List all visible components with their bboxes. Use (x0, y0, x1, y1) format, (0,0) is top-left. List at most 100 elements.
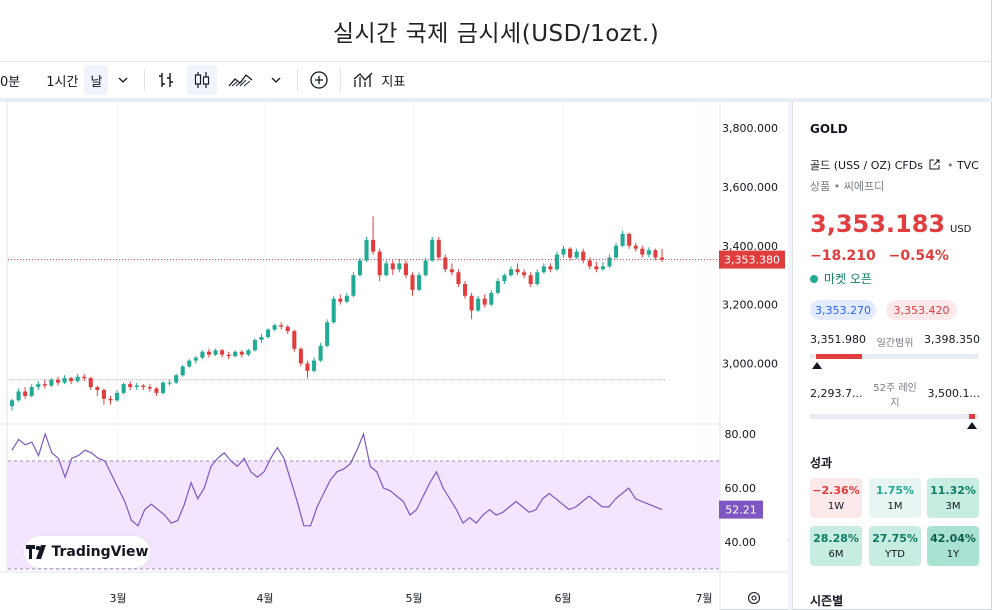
candle-body (174, 375, 179, 383)
indicators-label: 지표 (381, 74, 406, 90)
performance-period: 3M (945, 501, 961, 512)
candle-body (128, 384, 133, 388)
symbol-category: 상품 • 씨에프디 (810, 180, 885, 193)
performance-cell-1y[interactable]: 42.04% 1Y (927, 526, 979, 566)
candle-body (101, 389, 106, 399)
candle-body (325, 322, 330, 346)
candle-body (239, 351, 244, 355)
performance-cell-ytd[interactable]: 27.75% YTD (869, 526, 921, 566)
interval-button-partial[interactable]: 0분 (0, 74, 21, 90)
week52-range-marker-icon (966, 422, 977, 429)
chart-type-dropdown-chevron-icon[interactable] (261, 65, 291, 95)
axis-settings-icon[interactable] (747, 591, 761, 605)
performance-period: 1Y (946, 549, 960, 560)
candle-body (200, 351, 205, 358)
candle-body (88, 378, 93, 388)
candle-body (9, 400, 15, 407)
candle-body (508, 269, 514, 276)
area-chart-type-icon[interactable] (221, 65, 261, 95)
indicators-icon (353, 72, 373, 87)
candle-body (36, 384, 41, 388)
candle-body (167, 382, 172, 384)
candle-body (541, 266, 546, 273)
svg-text:›: › (788, 535, 790, 545)
current-price-label: 3,353.380 (724, 254, 780, 267)
candle-body (23, 391, 28, 396)
interval-button-day[interactable]: 날 (84, 65, 109, 95)
market-open-dot-icon (810, 275, 818, 283)
price-chart[interactable]: 3,800.000 3,600.000 3,400.000 3,200.000 3,00… (0, 102, 788, 610)
candle-body (548, 266, 553, 270)
candle-body (16, 391, 21, 401)
candle-body (495, 281, 500, 293)
performance-period: 1M (887, 501, 903, 512)
candle-body (180, 366, 185, 376)
separator-dot: • (946, 159, 954, 172)
axis-settings-icon-outer (747, 591, 761, 605)
price-change: −18.210 −0.54% (810, 248, 949, 264)
candle-body (292, 331, 297, 349)
candle-chart-type-icon[interactable] (187, 65, 218, 95)
price-tick-label: 3,000.000 (722, 358, 778, 371)
candle-body (213, 350, 218, 355)
symbol-name[interactable]: GOLD (810, 122, 848, 136)
current-price-badge (719, 250, 785, 269)
candle-body (640, 248, 645, 255)
candle-body (233, 351, 238, 357)
candle-body (206, 351, 212, 355)
rsi-tick-label: 40.00 (725, 536, 757, 549)
exchange-name[interactable]: TVC (956, 159, 979, 172)
candle-body (266, 329, 271, 338)
candle-body (377, 251, 382, 276)
candle-body (338, 298, 343, 302)
candle-body (390, 263, 395, 270)
performance-cell-3m[interactable]: 11.32% 3M (927, 478, 979, 518)
price-tick-label: 3,400.000 (722, 240, 778, 253)
performance-title: 성과 (810, 456, 833, 470)
axis-settings-icon-inner (751, 595, 757, 601)
indicators-button[interactable]: 지표 (347, 65, 411, 95)
performance-cell-1m[interactable]: 1.75% 1M (869, 478, 921, 518)
candle-body (449, 269, 454, 273)
candle-body (193, 357, 198, 361)
performance-cell-1w[interactable]: −2.36% 1W (810, 478, 862, 518)
candle-body (600, 266, 605, 270)
candle-body (226, 354, 231, 357)
candle-body (311, 360, 317, 371)
candle-body (298, 348, 303, 364)
ask-price-badge: 3,353.420 (886, 300, 957, 320)
tradingview-logo[interactable]: TradingView (24, 536, 150, 568)
symbol-description-text[interactable]: 골드 (USS / OZ) CFDs (810, 159, 923, 172)
candle-body (476, 298, 481, 311)
day-range-row: 3,351.980 일간범위 3,398.350 (810, 333, 980, 349)
day-range-fill (816, 354, 862, 359)
candle-body (397, 263, 402, 270)
bar-chart-type-icon[interactable] (151, 65, 181, 95)
candle-body (272, 325, 277, 330)
week52-range-low: 2,293.7... (810, 387, 863, 400)
panel-resize-handle[interactable]: › (786, 102, 792, 610)
week52-range-label: 52주 레인지 (873, 383, 917, 409)
candle-body (594, 266, 599, 270)
candle-body (502, 275, 507, 282)
candle-body (29, 387, 34, 396)
performance-value: 42.04% (930, 532, 976, 545)
performance-period: YTD (885, 549, 905, 560)
external-link-icon[interactable] (929, 159, 940, 170)
candle-body (528, 275, 533, 285)
seasonals-title: 시즌별 (810, 594, 844, 608)
interval-button-1h[interactable]: 1시간 (46, 74, 79, 90)
day-range-bar (810, 354, 978, 359)
performance-value: 11.32% (930, 484, 976, 497)
interval-dropdown-chevron-icon[interactable] (108, 65, 138, 95)
rsi-current-badge (719, 500, 763, 519)
performance-cell-6m[interactable]: 28.28% 6M (810, 526, 862, 566)
candle-body (285, 326, 290, 332)
chart-area[interactable]: 3,800.000 3,600.000 3,400.000 3,200.000 3,00… (0, 102, 788, 610)
performance-value: −2.36% (812, 484, 860, 497)
page-title: 실시간 국제 금시세(USD/1ozt.) (0, 0, 992, 62)
week52-range-high: 3,500.1... (927, 387, 980, 400)
price-change-value: −18.210 (810, 248, 876, 264)
candle-body (653, 250, 658, 258)
compare-add-icon[interactable] (304, 65, 334, 95)
